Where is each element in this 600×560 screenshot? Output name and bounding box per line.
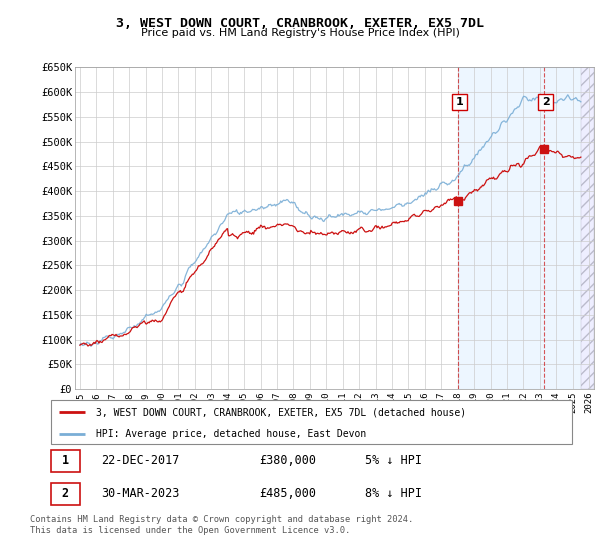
Bar	[458, 67, 581, 389]
Text: 5% ↓ HPI: 5% ↓ HPI	[365, 454, 422, 468]
Text: 3, WEST DOWN COURT, CRANBROOK, EXETER, EX5 7DL: 3, WEST DOWN COURT, CRANBROOK, EXETER, E…	[116, 17, 484, 30]
Text: 1: 1	[455, 97, 463, 107]
Bar	[581, 67, 594, 389]
FancyBboxPatch shape	[50, 400, 572, 444]
Text: Contains HM Land Registry data © Crown copyright and database right 2024.
This d: Contains HM Land Registry data © Crown c…	[30, 515, 413, 535]
Text: 1: 1	[62, 454, 69, 468]
Text: 8% ↓ HPI: 8% ↓ HPI	[365, 487, 422, 501]
Text: Price paid vs. HM Land Registry's House Price Index (HPI): Price paid vs. HM Land Registry's House …	[140, 28, 460, 38]
Text: 3, WEST DOWN COURT, CRANBROOK, EXETER, EX5 7DL (detached house): 3, WEST DOWN COURT, CRANBROOK, EXETER, E…	[95, 407, 466, 417]
Bar	[581, 67, 594, 389]
FancyBboxPatch shape	[50, 450, 80, 472]
Text: £485,000: £485,000	[259, 487, 316, 501]
Text: 2: 2	[62, 487, 69, 501]
Text: 30-MAR-2023: 30-MAR-2023	[101, 487, 179, 501]
Text: HPI: Average price, detached house, East Devon: HPI: Average price, detached house, East…	[95, 429, 366, 438]
Text: 22-DEC-2017: 22-DEC-2017	[101, 454, 179, 468]
FancyBboxPatch shape	[50, 483, 80, 505]
Text: £380,000: £380,000	[259, 454, 316, 468]
Text: 2: 2	[542, 97, 550, 107]
